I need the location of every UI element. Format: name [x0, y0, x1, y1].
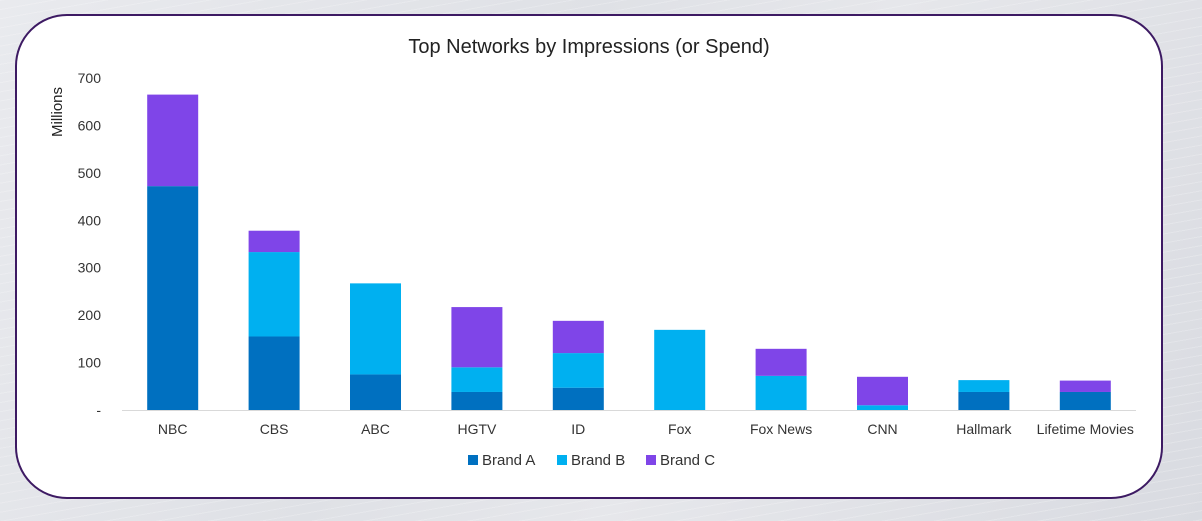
x-tick-label: Lifetime Movies: [1037, 421, 1134, 437]
legend: Brand A Brand B Brand C: [468, 452, 715, 469]
y-axis-label: Millions: [49, 87, 66, 137]
bar-segment: [248, 252, 300, 337]
y-axis-ticks: - 100 200 300 400 500 600 700: [78, 70, 102, 418]
legend-swatch: [468, 455, 478, 465]
bar-segment: [1059, 391, 1111, 410]
bar-segment: [248, 230, 300, 253]
bar-segment: [958, 391, 1010, 410]
bar-segment: [451, 367, 503, 392]
y-tick-label: 300: [78, 260, 102, 276]
bar-group: [147, 94, 1111, 410]
legend-label: Brand C: [660, 452, 715, 469]
bar-segment: [654, 329, 706, 410]
chart-title: Top Networks by Impressions (or Spend): [408, 36, 769, 58]
legend-swatch: [557, 455, 567, 465]
bar-segment: [755, 375, 807, 410]
x-tick-label: NBC: [158, 421, 188, 437]
bar-segment: [552, 387, 604, 410]
chart-card: [15, 14, 1163, 499]
x-tick-label: ABC: [361, 421, 390, 437]
y-tick-label: 500: [78, 165, 102, 181]
y-tick-label: 700: [78, 70, 102, 86]
y-tick-label: 100: [78, 355, 102, 371]
x-tick-label: Hallmark: [956, 421, 1012, 437]
bar-segment: [147, 94, 199, 187]
x-tick-label: CNN: [867, 421, 897, 437]
y-tick-label: 200: [78, 307, 102, 323]
bar-segment: [552, 320, 604, 354]
legend-swatch: [646, 455, 656, 465]
bar-segment: [350, 283, 401, 375]
bar-segment: [958, 380, 1010, 392]
bar-segment: [552, 353, 604, 388]
x-axis-ticks: NBC CBS ABC HGTV ID Fox Fox News CNN Hallmark Lif…: [158, 421, 1134, 437]
bar-segment: [451, 391, 503, 410]
x-tick-label: ID: [571, 421, 585, 437]
bar-segment: [1059, 380, 1111, 392]
bar-segment: [755, 348, 807, 376]
y-tick-label: -: [96, 402, 101, 418]
x-tick-label: CBS: [260, 421, 289, 437]
bar-segment: [857, 405, 908, 410]
bar-segment: [248, 336, 300, 410]
legend-label: Brand A: [482, 452, 535, 469]
bar-segment: [451, 307, 503, 368]
y-tick-label: 600: [78, 117, 102, 133]
x-tick-label: Fox: [668, 421, 691, 437]
x-tick-label: Fox News: [750, 421, 812, 437]
legend-label: Brand B: [571, 452, 625, 469]
bar-segment: [147, 186, 199, 410]
y-tick-label: 400: [78, 212, 102, 228]
bar-segment: [857, 376, 908, 406]
bar-segment: [350, 374, 401, 410]
x-tick-label: HGTV: [457, 421, 497, 437]
